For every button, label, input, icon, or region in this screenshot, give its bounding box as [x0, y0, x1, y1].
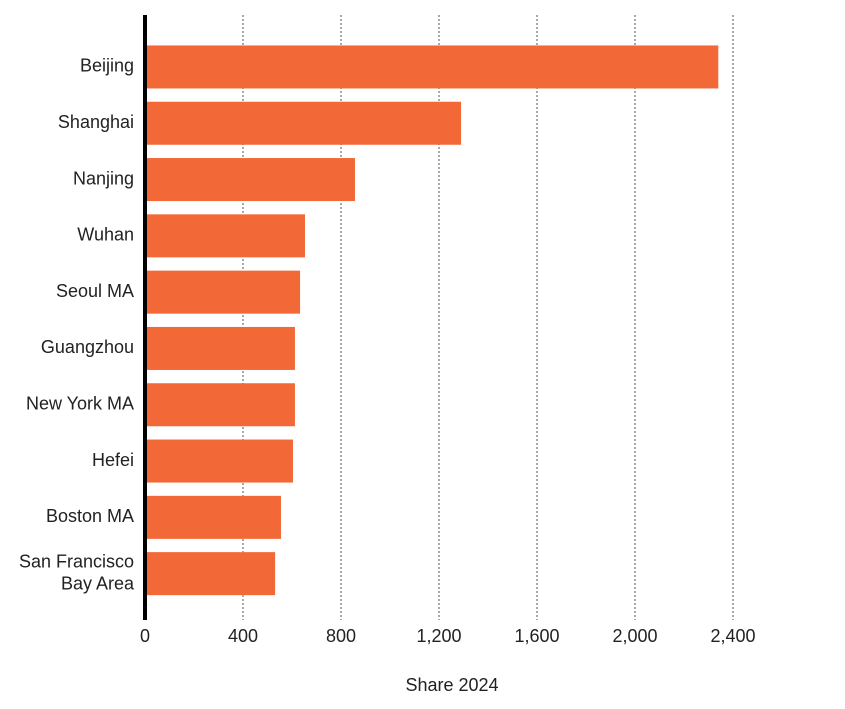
x-tick-label: 1,600 [514, 626, 559, 646]
bar [145, 45, 719, 89]
y-tick-label: Boston MA [46, 506, 134, 526]
y-tick-label: Guangzhou [41, 337, 134, 357]
bar [145, 270, 301, 314]
x-tick-label: 2,000 [612, 626, 657, 646]
x-tick-label: 0 [140, 626, 150, 646]
bar [145, 495, 281, 539]
x-axis-label: Share 2024 [405, 675, 498, 695]
bar [145, 383, 295, 427]
bar [145, 326, 295, 370]
bar [145, 101, 462, 145]
y-tick-label: Wuhan [77, 225, 134, 245]
x-tick-label: 1,200 [416, 626, 461, 646]
y-tick-label: Shanghai [58, 112, 134, 132]
y-tick-label: Seoul MA [56, 281, 134, 301]
y-tick-label: New York MA [26, 394, 134, 414]
bar [145, 214, 305, 258]
y-tick-label: Beijing [80, 56, 134, 76]
bar [145, 158, 355, 202]
x-tick-label: 800 [326, 626, 356, 646]
y-tick-label: Nanjing [73, 168, 134, 188]
y-tick-label: San Francisco Bay Area [19, 551, 135, 593]
x-tick-label: 2,400 [710, 626, 755, 646]
y-tick-label: Hefei [92, 450, 134, 470]
x-tick-label: 400 [228, 626, 258, 646]
bar [145, 552, 276, 596]
bar [145, 439, 293, 483]
